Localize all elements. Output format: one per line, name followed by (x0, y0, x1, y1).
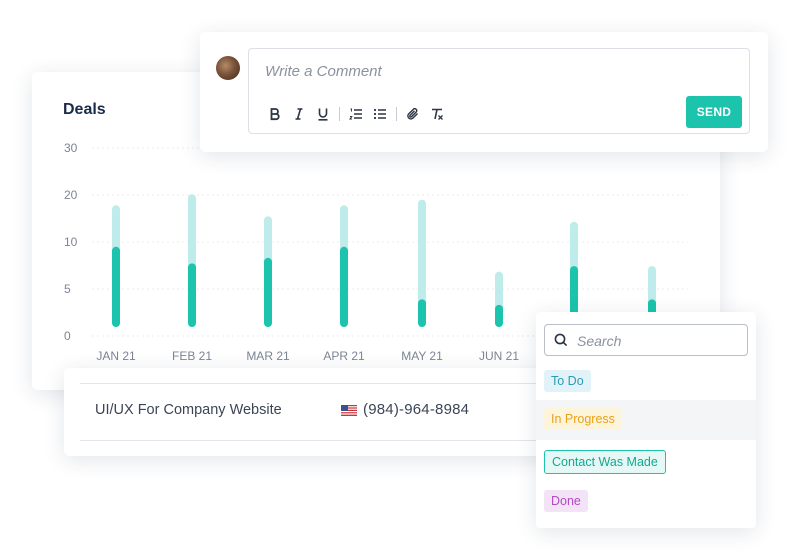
attachment-icon[interactable] (401, 104, 425, 124)
status-option-done[interactable]: Done (536, 482, 756, 522)
toolbar-divider (339, 107, 340, 121)
send-button[interactable]: SEND (686, 96, 742, 128)
y-tick-label: 0 (64, 329, 71, 343)
ordered-list-icon[interactable] (344, 104, 368, 124)
status-dropdown: To Do In Progress Contact Was Made Done (536, 312, 756, 528)
y-tick-label: 20 (64, 188, 78, 202)
status-option-in-progress[interactable]: In Progress (536, 400, 756, 440)
x-tick-label: JUN 21 (479, 349, 519, 363)
comment-input[interactable] (263, 59, 687, 83)
x-tick-label: JAN 21 (96, 349, 136, 363)
deals-title: Deals (63, 101, 106, 118)
contact-phone: (984)-964-8984 (363, 401, 470, 418)
formatting-toolbar (263, 104, 449, 124)
bold-icon[interactable] (263, 104, 287, 124)
bar-value (340, 246, 348, 327)
bar-value (418, 299, 426, 327)
status-option-contact-was-made[interactable]: Contact Was Made (536, 442, 756, 482)
status-search (544, 324, 748, 356)
contact-row[interactable]: UI/UX For Company Website (984)-964-8984 (80, 383, 556, 441)
bar-total (418, 199, 426, 327)
status-badge: Done (544, 490, 588, 512)
bullet-list-icon[interactable] (368, 104, 392, 124)
search-input[interactable] (575, 330, 739, 352)
bar-value (495, 304, 503, 327)
bar-value (188, 263, 196, 327)
x-tick-label: MAR 21 (246, 349, 290, 363)
comment-card: SEND (200, 32, 768, 152)
bar-value (264, 257, 272, 327)
y-tick-label: 30 (64, 141, 78, 155)
deals-bar-chart: 30 20 10 5 0 JAN 21 FEB 21 MAR 21 APR 21 MAY 21 JU… (64, 141, 688, 363)
avatar (216, 56, 240, 80)
search-icon (554, 333, 568, 347)
y-tick-label: 5 (64, 282, 71, 296)
bar-value (112, 246, 120, 327)
y-tick-label: 10 (64, 235, 78, 249)
contact-card: UI/UX For Company Website (984)-964-8984 (64, 368, 572, 456)
status-option-todo[interactable]: To Do (536, 362, 756, 402)
x-tick-label: APR 21 (323, 349, 365, 363)
underline-icon[interactable] (311, 104, 335, 124)
bar-value (570, 266, 578, 327)
status-badge: In Progress (544, 408, 622, 430)
contact-name: UI/UX For Company Website (95, 402, 282, 418)
us-flag-icon (341, 405, 357, 416)
clear-format-icon[interactable] (425, 104, 449, 124)
comment-box: SEND (248, 48, 750, 134)
status-badge: Contact Was Made (544, 450, 666, 474)
italic-icon[interactable] (287, 104, 311, 124)
x-tick-label: MAY 21 (401, 349, 443, 363)
status-badge: To Do (544, 370, 591, 392)
x-tick-label: FEB 21 (172, 349, 212, 363)
toolbar-divider (396, 107, 397, 121)
